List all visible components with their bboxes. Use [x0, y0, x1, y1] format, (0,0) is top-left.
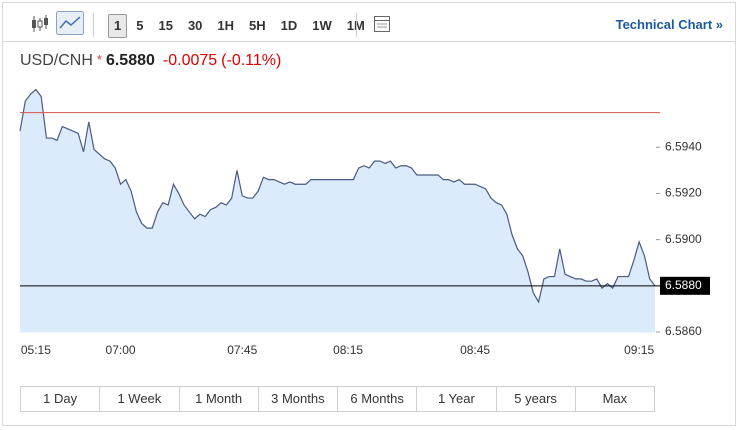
x-tick-label: 09:15 [624, 343, 654, 357]
x-tick-label: 07:00 [106, 343, 136, 357]
interval-button[interactable]: 1 [108, 14, 128, 38]
price-label-box [660, 276, 710, 295]
area-fill [20, 89, 655, 332]
interval-button[interactable]: 1D [280, 18, 298, 33]
range-buttons: 1 Day 1 Week 1 Month 3 Months 6 Months 1 Year… [20, 386, 655, 412]
x-tick-label: 05:15 [21, 343, 51, 357]
range-button[interactable]: 1 Month [180, 387, 259, 411]
x-tick-label: 07:45 [227, 343, 257, 357]
change-percent: (-0.11%) [221, 52, 282, 69]
candlestick-icon[interactable] [29, 13, 51, 35]
x-tick-label: 08:45 [460, 343, 490, 357]
interval-button[interactable]: 1H [217, 18, 235, 33]
interval-button[interactable]: 15 [158, 18, 173, 33]
interval-button[interactable]: 1M [341, 14, 371, 38]
marker: * [96, 52, 102, 67]
quote-header: USD/CNH * 6.5880 -0.0075 (-0.11%) [20, 52, 285, 70]
range-button[interactable]: 5 years [497, 387, 576, 411]
symbol: USD/CNH [20, 52, 93, 69]
interval-button[interactable]: 30 [187, 18, 203, 33]
range-button[interactable]: Max [602, 391, 628, 406]
line-chart-icon[interactable] [56, 11, 84, 35]
technical-chart-link[interactable]: Technical Chart » [615, 17, 723, 32]
separator [356, 13, 357, 37]
range-button[interactable]: 3 Months [259, 387, 338, 411]
interval-button[interactable]: 1W [312, 18, 332, 33]
range-button[interactable]: 1 Week [100, 387, 180, 411]
price-line [19, 88, 656, 304]
range-button[interactable]: 1 Day [21, 387, 101, 411]
interval-group: 15 15 30 1H 5H 1D 1W 1M [108, 14, 374, 38]
toolbar: 15 15 30 1H 5H 1D 1W 1M Technical Chart » [3, 3, 735, 42]
y-tick-label: 6.5900 [665, 232, 702, 246]
range-button[interactable]: 6 Months [338, 387, 418, 411]
change: -0.0075 [162, 52, 218, 69]
widget-frame [2, 2, 736, 426]
x-tick-label: 08:15 [333, 343, 363, 357]
range-button[interactable]: 1 Year [417, 387, 497, 411]
y-tick-label: 6.5860 [665, 324, 702, 338]
separator [93, 13, 94, 37]
price: 6.5880 [105, 52, 155, 69]
y-tick-label: 6.5940 [665, 139, 702, 153]
y-tick-label: 6.5920 [665, 186, 702, 200]
price-label: 6.5880 [665, 278, 702, 292]
interval-button[interactable]: 5H [249, 18, 266, 33]
table-icon[interactable] [373, 15, 391, 33]
interval-button[interactable]: 5 [136, 18, 144, 33]
